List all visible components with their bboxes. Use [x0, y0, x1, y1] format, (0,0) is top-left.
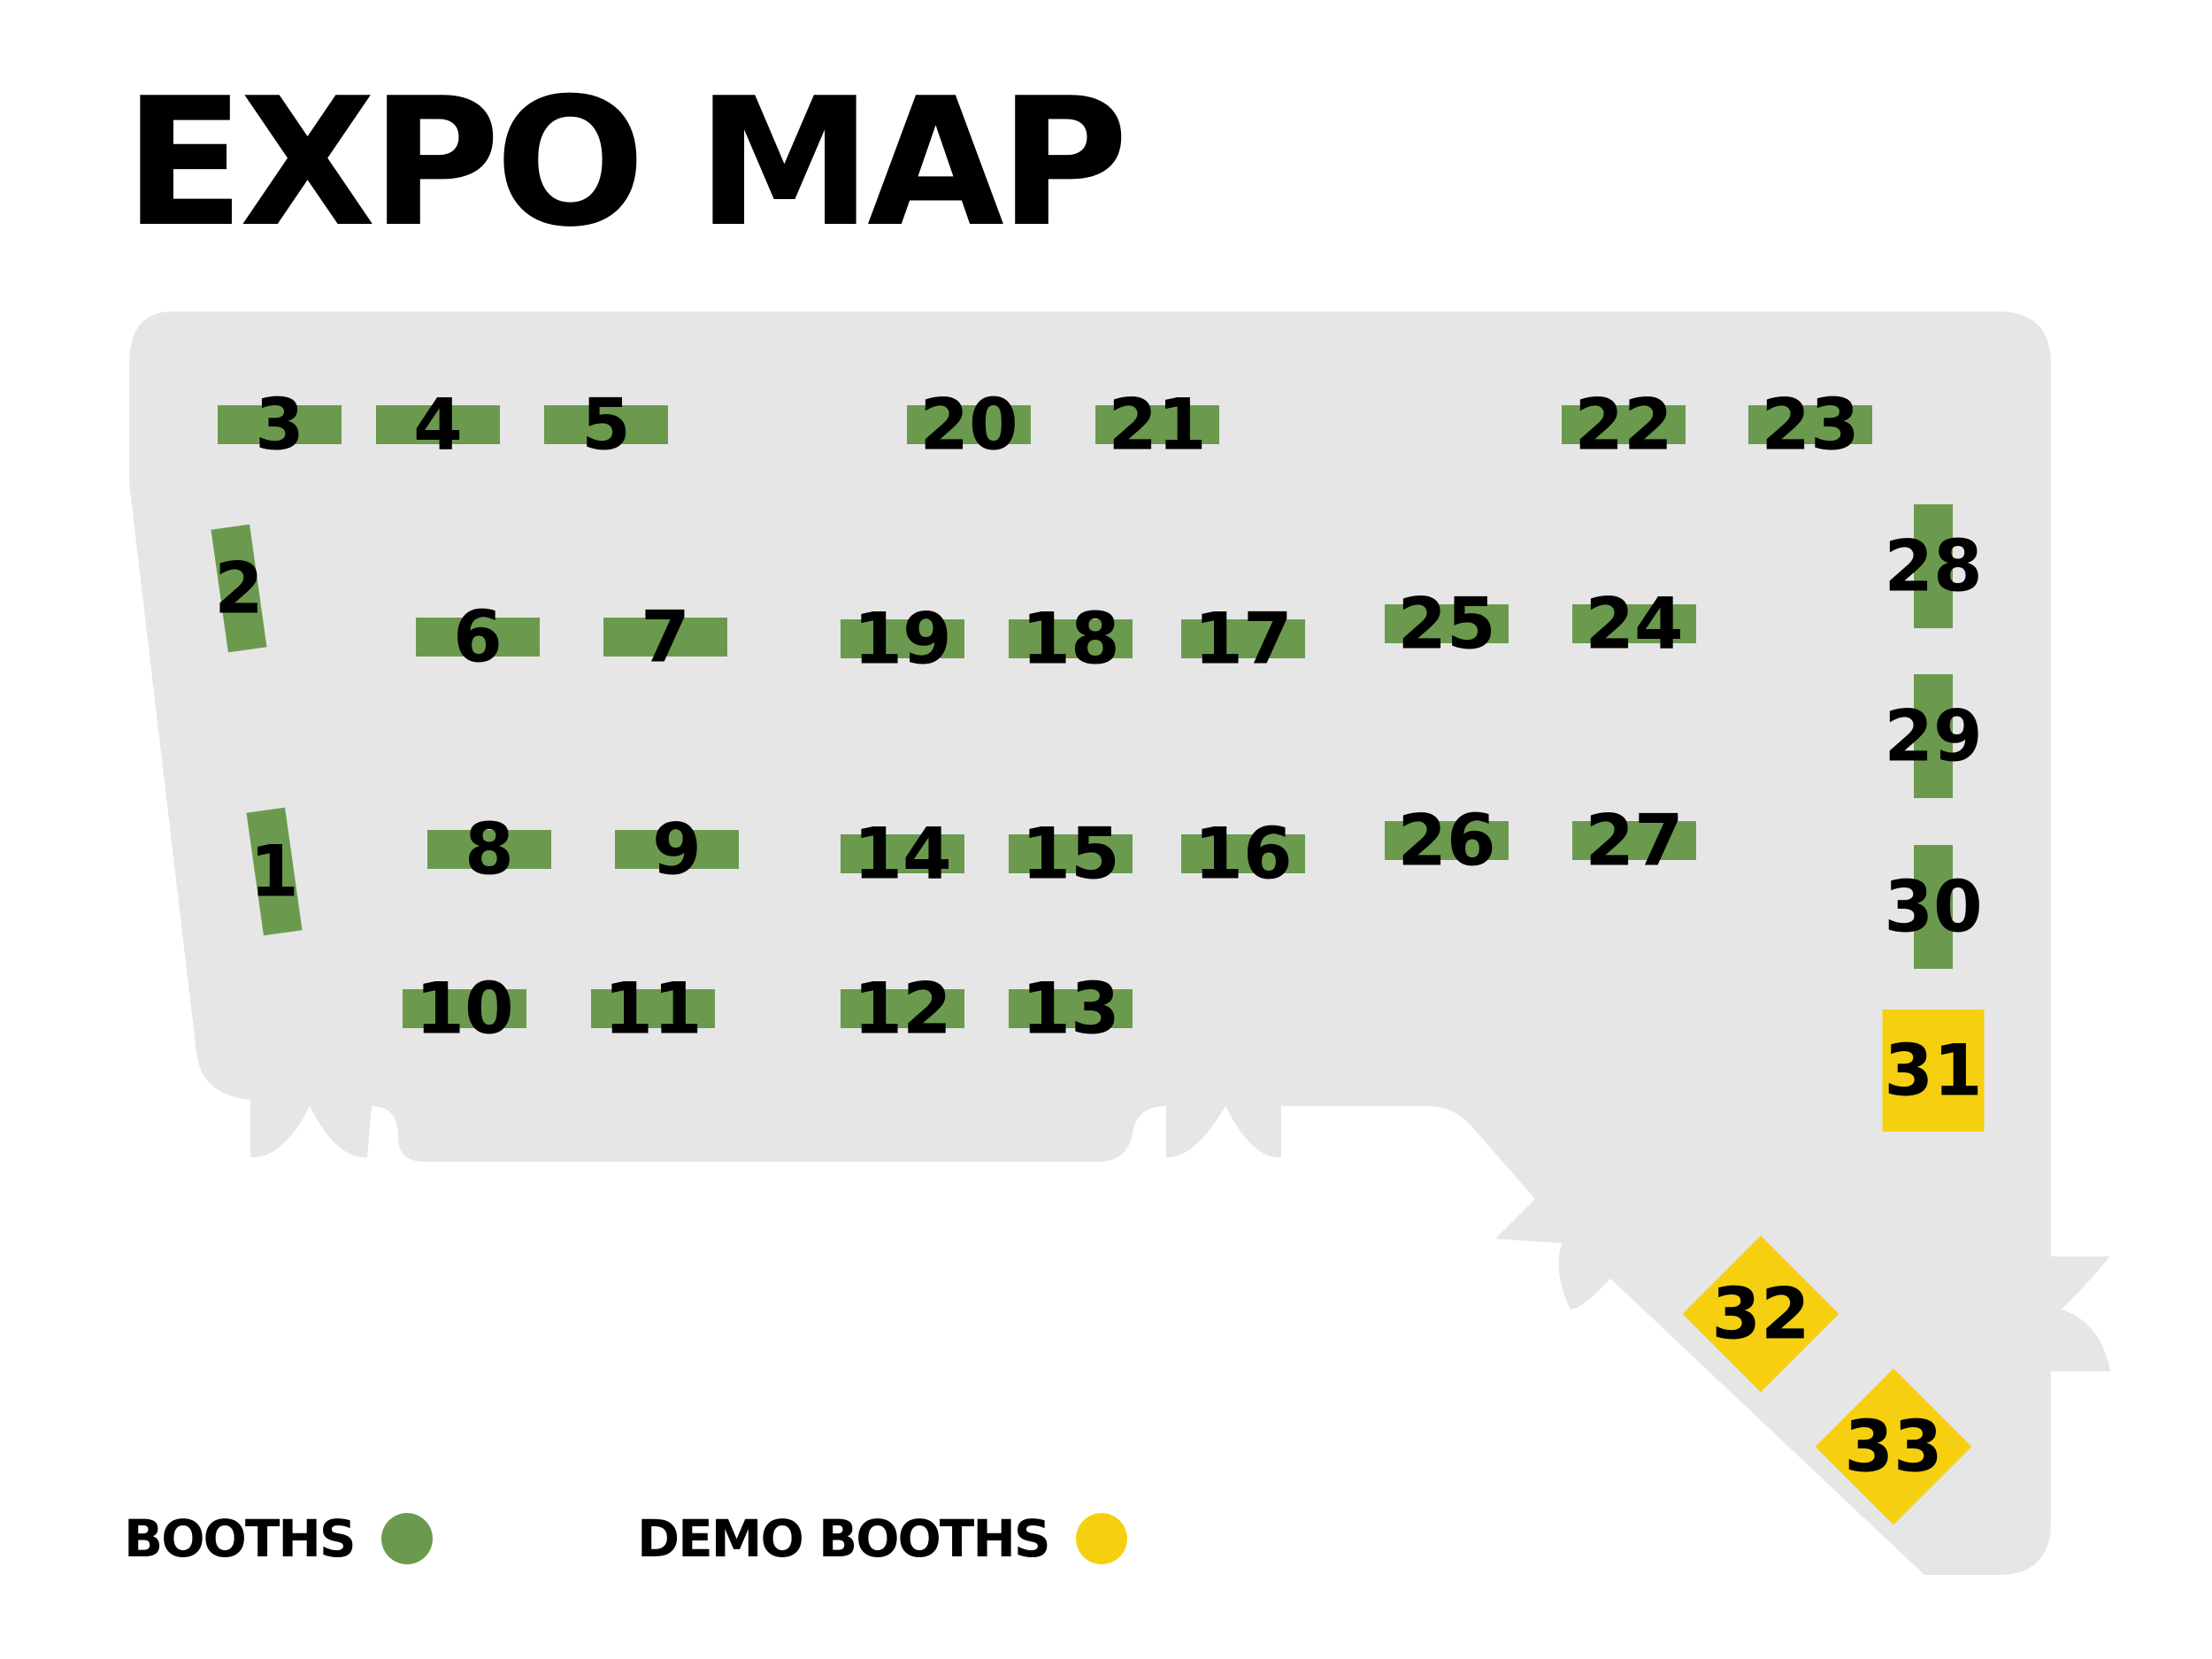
booth-number-25: 25 — [1397, 583, 1495, 665]
booth-4[interactable] — [376, 405, 500, 444]
booth-8[interactable] — [427, 830, 551, 869]
booth-12[interactable] — [841, 989, 964, 1028]
booth-number-30: 30 — [1884, 866, 1982, 949]
booth-number-20: 20 — [919, 384, 1018, 466]
demo-booth-32[interactable] — [1682, 1235, 1839, 1393]
legend-booths-label: BOOTHS — [124, 1509, 357, 1569]
booth-number-15: 15 — [1021, 813, 1119, 895]
booth-number-7: 7 — [641, 596, 690, 679]
booth-9[interactable] — [615, 830, 739, 869]
booth-number-6: 6 — [453, 596, 503, 679]
booth-19[interactable] — [841, 619, 964, 658]
booth-25[interactable] — [1385, 604, 1509, 643]
booth-dot-icon — [380, 1513, 433, 1564]
booth-number-17: 17 — [1194, 598, 1292, 680]
booth-number-24: 24 — [1585, 583, 1683, 665]
booth-number-12: 12 — [853, 968, 951, 1050]
booth-markers — [211, 405, 1985, 1525]
demo-booth-dot-icon — [1075, 1513, 1127, 1564]
booth-29[interactable] — [1914, 674, 1953, 798]
booth-number-26: 26 — [1397, 800, 1495, 882]
page-title: EXPO MAP — [124, 60, 1128, 266]
booth-6[interactable] — [416, 618, 540, 657]
booth-number-10: 10 — [415, 968, 513, 1050]
booth-23[interactable] — [1748, 405, 1872, 444]
booth-number-1: 1 — [250, 831, 299, 913]
demo-booth-31[interactable] — [1882, 1010, 1985, 1132]
floor-plan — [129, 311, 2110, 1575]
booth-22[interactable] — [1562, 405, 1686, 444]
booth-number-16: 16 — [1194, 813, 1292, 895]
booth-11[interactable] — [591, 989, 715, 1028]
map-legend: BOOTHS DEMO BOOTHS — [124, 1509, 1274, 1588]
booth-number-9: 9 — [652, 809, 702, 891]
booth-number-33: 33 — [1844, 1406, 1942, 1488]
booth-18[interactable] — [1009, 619, 1133, 658]
booth-17[interactable] — [1181, 619, 1305, 658]
booth-number-27: 27 — [1585, 800, 1683, 882]
booth-number-28: 28 — [1884, 526, 1982, 608]
booth-number-29: 29 — [1884, 695, 1982, 778]
legend-demo-booths: DEMO BOOTHS — [637, 1509, 1127, 1569]
booth-number-13: 13 — [1021, 968, 1119, 1050]
booth-number-2: 2 — [214, 548, 264, 630]
booth-number-32: 32 — [1711, 1273, 1809, 1356]
booth-30[interactable] — [1914, 845, 1953, 969]
booth-20[interactable] — [907, 405, 1031, 444]
booth-number-18: 18 — [1021, 598, 1119, 680]
booth-number-31: 31 — [1884, 1030, 1982, 1112]
booth-number-4: 4 — [413, 384, 463, 466]
booth-7[interactable] — [603, 618, 727, 657]
booth-number-14: 14 — [853, 813, 951, 895]
booth-5[interactable] — [544, 405, 668, 444]
booth-10[interactable] — [403, 989, 526, 1028]
booth-number-19: 19 — [853, 598, 951, 680]
booth-1[interactable] — [246, 807, 303, 936]
legend-demo-booths-label: DEMO BOOTHS — [637, 1509, 1051, 1569]
booth-27[interactable] — [1572, 821, 1696, 860]
booth-3[interactable] — [218, 405, 342, 444]
booth-number-21: 21 — [1108, 384, 1206, 466]
booth-number-8: 8 — [465, 809, 514, 891]
demo-booth-33[interactable] — [1815, 1368, 1972, 1525]
booth-number-22: 22 — [1574, 384, 1672, 466]
booth-28[interactable] — [1914, 504, 1953, 628]
booth-2[interactable] — [211, 524, 267, 653]
booth-number-23: 23 — [1761, 384, 1859, 466]
booth-24[interactable] — [1572, 604, 1696, 643]
legend-booths: BOOTHS — [124, 1509, 433, 1569]
booth-16[interactable] — [1181, 834, 1305, 873]
booth-number-3: 3 — [255, 384, 304, 466]
booth-15[interactable] — [1009, 834, 1133, 873]
booth-21[interactable] — [1095, 405, 1219, 444]
booth-number-5: 5 — [581, 384, 631, 466]
booth-26[interactable] — [1385, 821, 1509, 860]
booth-13[interactable] — [1009, 989, 1133, 1028]
booth-number-11: 11 — [603, 968, 702, 1050]
booth-14[interactable] — [841, 834, 964, 873]
floor-area — [129, 311, 2110, 1575]
